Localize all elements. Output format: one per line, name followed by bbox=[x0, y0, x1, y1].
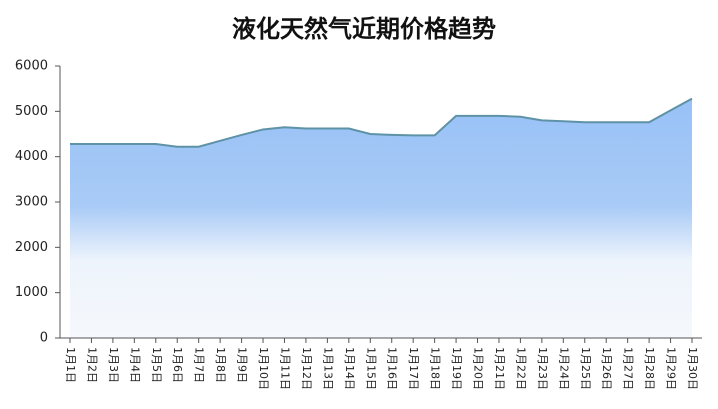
x-tick-label: 1月7日 bbox=[193, 347, 206, 383]
x-tick-label: 1月23日 bbox=[536, 347, 549, 390]
x-tick-label: 1月4日 bbox=[128, 347, 141, 383]
x-tick-label: 1月2日 bbox=[85, 347, 98, 383]
x-tick-label: 1月19日 bbox=[450, 347, 463, 390]
x-tick-label: 1月1日 bbox=[64, 347, 77, 383]
x-tick-label: 1月22日 bbox=[514, 347, 527, 390]
x-tick-label: 1月20日 bbox=[472, 347, 485, 390]
x-tick-label: 1月30日 bbox=[686, 347, 699, 390]
y-tick-label: 6000 bbox=[15, 59, 48, 74]
x-tick-label: 1月12日 bbox=[300, 347, 313, 390]
x-tick-label: 1月16日 bbox=[386, 347, 399, 390]
chart-title: 液化天然气近期价格趋势 bbox=[232, 15, 496, 43]
y-tick-label: 1000 bbox=[15, 285, 48, 300]
x-tick-label: 1月26日 bbox=[600, 347, 613, 390]
x-tick-label: 1月8日 bbox=[214, 347, 227, 383]
x-tick-label: 1月11日 bbox=[278, 347, 291, 390]
x-tick-label: 1月5日 bbox=[150, 347, 163, 383]
x-tick-label: 1月25日 bbox=[579, 347, 592, 390]
x-tick-label: 1月24日 bbox=[557, 347, 570, 390]
y-tick-label: 5000 bbox=[15, 104, 48, 119]
x-tick-label: 1月21日 bbox=[493, 347, 506, 390]
x-tick-label: 1月9日 bbox=[236, 347, 249, 383]
y-tick-label: 0 bbox=[40, 331, 48, 346]
y-tick-label: 3000 bbox=[15, 195, 48, 210]
x-tick-label: 1月27日 bbox=[622, 347, 635, 390]
x-tick-label: 1月17日 bbox=[407, 347, 420, 390]
y-tick-label: 4000 bbox=[15, 149, 48, 164]
x-tick-label: 1月29日 bbox=[665, 347, 678, 390]
line bbox=[70, 97, 693, 148]
x-tick-label: 1月15日 bbox=[364, 347, 377, 390]
x-tick-label: 1月10日 bbox=[257, 347, 270, 390]
x-tick-label: 1月6日 bbox=[171, 347, 184, 383]
x-tick-label: 1月3日 bbox=[107, 347, 120, 383]
x-tick-label: 1月14日 bbox=[343, 347, 356, 390]
x-tick-label: 1月13日 bbox=[321, 347, 334, 390]
x-tick-label: 1月28日 bbox=[643, 347, 656, 390]
area-fill bbox=[70, 98, 692, 338]
y-tick-label: 2000 bbox=[15, 240, 48, 255]
x-tick-label: 1月18日 bbox=[429, 347, 442, 390]
